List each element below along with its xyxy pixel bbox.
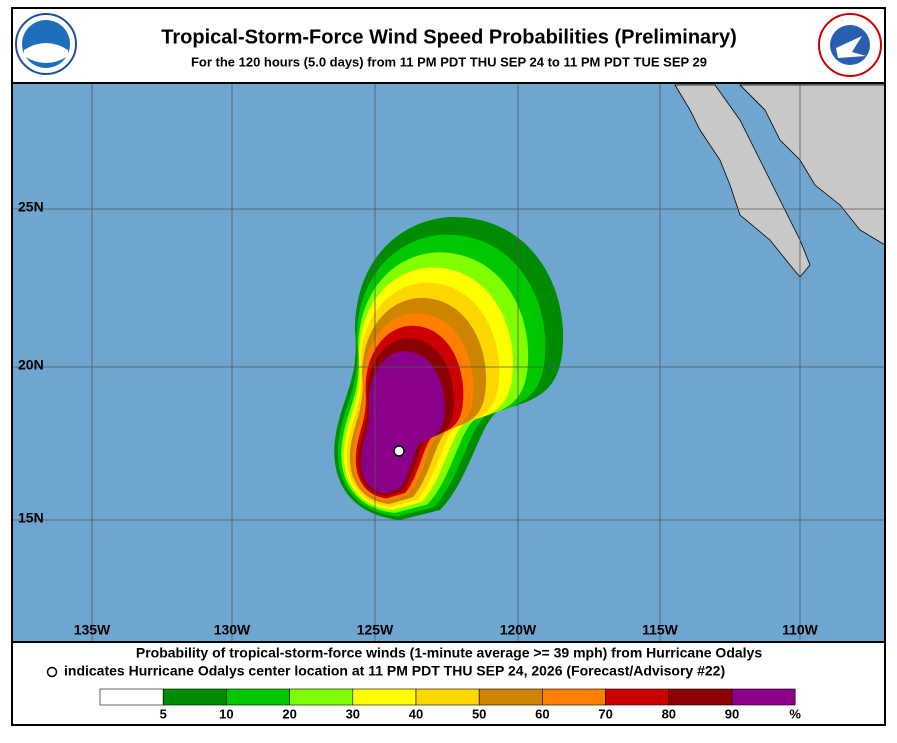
center-symbol bbox=[46, 666, 58, 678]
legend-label: 5 bbox=[160, 706, 167, 721]
lon-label: 135W bbox=[74, 622, 111, 638]
caption-line: indicates Hurricane Odalys center locati… bbox=[64, 663, 725, 679]
legend-label: % bbox=[789, 706, 801, 721]
lat-label: 25N bbox=[18, 199, 44, 215]
storm-center bbox=[393, 445, 405, 457]
legend-label: 60 bbox=[535, 706, 549, 721]
legend-label: 20 bbox=[282, 706, 296, 721]
land bbox=[674, 84, 811, 278]
legend-label: 40 bbox=[409, 706, 423, 721]
noaa-logo bbox=[15, 13, 77, 75]
legend-swatch bbox=[668, 688, 733, 706]
nws-logo bbox=[818, 13, 882, 77]
legend-swatch bbox=[542, 688, 606, 706]
legend-label: 30 bbox=[346, 706, 360, 721]
legend-swatch bbox=[352, 688, 417, 706]
caption-line: Probability of tropical-storm-force wind… bbox=[136, 645, 762, 661]
contour bbox=[361, 351, 445, 494]
lon-label: 110W bbox=[782, 622, 819, 638]
land bbox=[739, 84, 884, 245]
legend-label: 50 bbox=[472, 706, 486, 721]
legend-label: 80 bbox=[662, 706, 676, 721]
lat-label: 20N bbox=[18, 357, 44, 373]
probability-contours bbox=[334, 216, 564, 520]
lon-label: 115W bbox=[642, 622, 679, 638]
lat-label: 15N bbox=[18, 510, 44, 526]
legend-swatch bbox=[605, 688, 670, 706]
legend-label: 90 bbox=[725, 706, 739, 721]
title: Tropical-Storm-Force Wind Speed Probabil… bbox=[161, 26, 737, 48]
legend-swatch bbox=[289, 688, 354, 706]
legend-swatch bbox=[226, 688, 290, 706]
legend-swatch bbox=[478, 688, 543, 706]
subtitle: For the 120 hours (5.0 days) from 11 PM … bbox=[191, 54, 707, 69]
legend-swatch bbox=[162, 688, 227, 706]
legend: 5 10 20 30 40 50 60 70 80 90% bbox=[99, 688, 801, 721]
legend-swatch bbox=[731, 688, 796, 706]
legend-swatch bbox=[415, 688, 480, 706]
legend-swatch bbox=[99, 688, 164, 706]
lon-label: 120W bbox=[500, 622, 537, 638]
legend-label: 10 bbox=[219, 706, 233, 721]
lon-label: 125W bbox=[357, 622, 394, 638]
legend-label: 70 bbox=[598, 706, 612, 721]
map: 25N 20N 15N 135W 130W 125W 120W 115W 110W bbox=[13, 84, 884, 641]
lon-label: 130W bbox=[214, 622, 251, 638]
